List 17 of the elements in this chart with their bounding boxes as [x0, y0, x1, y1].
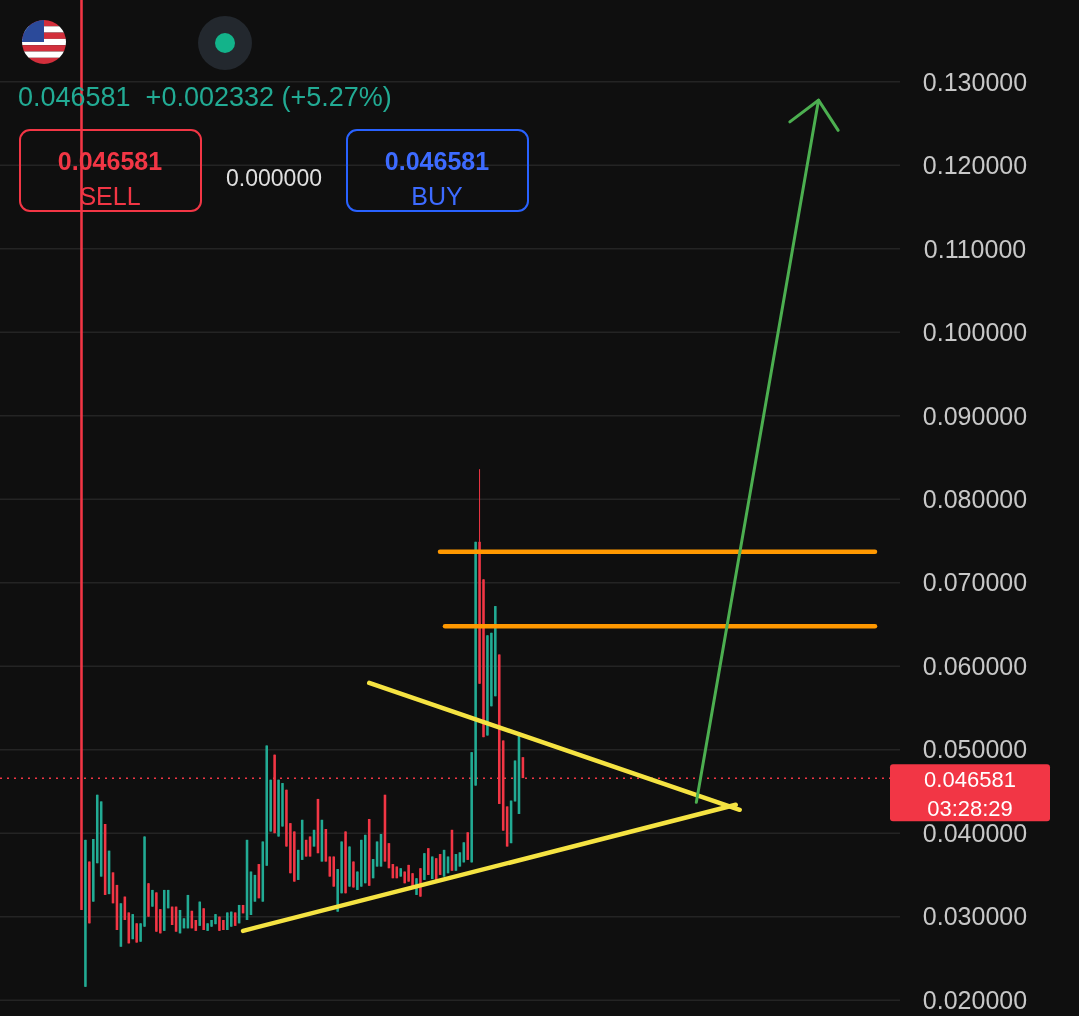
- y-tick-label: 0.120000: [922, 151, 1028, 180]
- y-tick-label: 0.040000: [922, 818, 1028, 847]
- y-tick-label: 0.030000: [922, 902, 1028, 931]
- y-tick-label: 0.100000: [922, 318, 1028, 347]
- y-tick-label: 0.080000: [922, 484, 1028, 513]
- y-tick-label: 0.090000: [922, 401, 1028, 430]
- y-tick-label: 0.130000: [922, 67, 1028, 96]
- text: 03:28:29: [927, 795, 1013, 821]
- y-tick-label: 0.070000: [922, 568, 1028, 597]
- y-tick-label: 0.050000: [922, 735, 1028, 764]
- annotation: 0.046581: [384, 146, 490, 175]
- ref-line-label: 0.046581: [924, 766, 1016, 792]
- annotation: 0.000000: [226, 165, 322, 192]
- y-tick-label: 0.020000: [922, 985, 1028, 1014]
- annotation: BUY: [411, 181, 464, 210]
- y-tick-label: 0.060000: [922, 651, 1028, 680]
- y-tick-label: 0.110000: [923, 234, 1027, 263]
